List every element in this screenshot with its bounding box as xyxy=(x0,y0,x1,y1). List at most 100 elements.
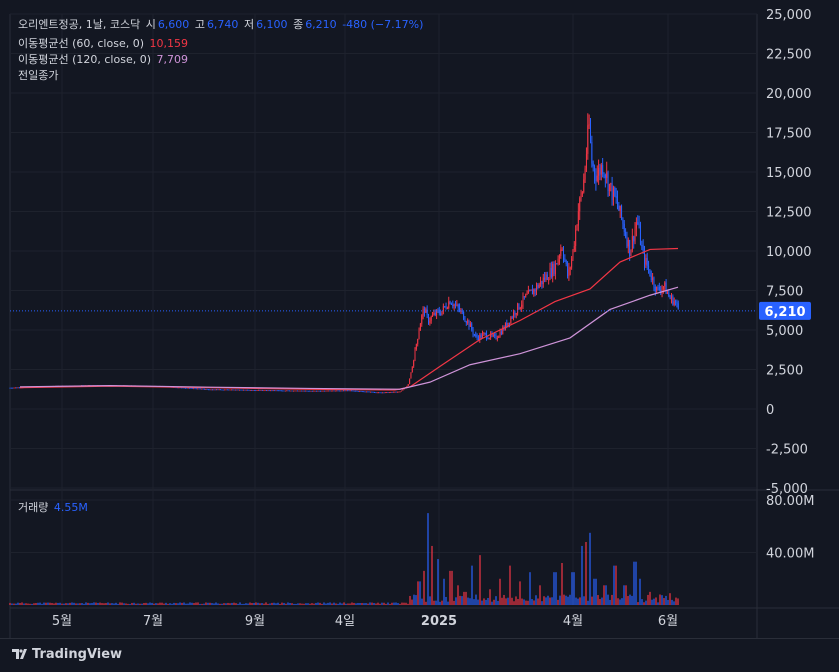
candle-body xyxy=(487,338,489,340)
volume-bar xyxy=(325,603,327,605)
candle-body xyxy=(199,388,201,390)
volume-bar xyxy=(133,602,135,605)
candle-body xyxy=(345,390,347,392)
candle-body xyxy=(515,313,517,315)
price-tick-label: 12,500 xyxy=(766,206,812,221)
volume-bar xyxy=(587,600,589,605)
volume-bar xyxy=(305,603,307,605)
volume-bar xyxy=(19,602,21,605)
candle-body xyxy=(509,322,510,324)
candle-body xyxy=(380,392,382,394)
candle-body xyxy=(183,387,185,389)
candle-body xyxy=(536,285,537,292)
volume-bar xyxy=(233,602,235,605)
candle-body xyxy=(280,390,282,392)
candle-body xyxy=(291,390,293,392)
volume-legend[interactable]: 거래량 4.55M xyxy=(18,501,90,515)
candle-body xyxy=(351,390,353,392)
volume-bar xyxy=(135,603,137,605)
candle-body xyxy=(607,172,609,191)
candle-body xyxy=(245,389,247,391)
volume-bar xyxy=(257,602,259,605)
volume-bar xyxy=(169,603,171,605)
candle-body xyxy=(452,304,454,307)
volume-bar xyxy=(593,578,595,605)
volume-bar xyxy=(271,602,273,605)
candle-body xyxy=(550,267,552,277)
volume-bar xyxy=(85,602,87,605)
candle-body xyxy=(234,389,236,391)
candle-body xyxy=(256,389,258,391)
volume-bar xyxy=(193,603,195,605)
volume-bar xyxy=(541,601,543,605)
volume-bar xyxy=(227,602,229,605)
candle-body xyxy=(671,296,672,299)
candle-body xyxy=(510,317,512,324)
volume-bar xyxy=(35,603,37,605)
candle-body xyxy=(9,387,11,389)
candle-body xyxy=(252,389,254,391)
candle-body xyxy=(301,390,303,392)
candle-body xyxy=(224,389,226,391)
candle-body xyxy=(410,372,412,379)
volume-bar xyxy=(217,603,219,605)
candle-body xyxy=(436,309,438,316)
candle-body xyxy=(571,258,573,268)
prev-close-legend[interactable]: 전일종가 xyxy=(18,69,60,83)
volume-bar xyxy=(497,600,499,605)
ma60-legend[interactable]: 이동평균선 (60, close, 0) 10,159 xyxy=(18,37,190,51)
candle-body xyxy=(494,334,496,336)
volume-bar xyxy=(117,603,119,605)
candle-body xyxy=(325,390,327,392)
ma120-value: 7,709 xyxy=(156,53,189,66)
volume-bar xyxy=(665,595,667,605)
volume-bar xyxy=(153,603,155,605)
volume-bar xyxy=(247,603,249,605)
candle-body xyxy=(492,334,494,336)
candle-body xyxy=(394,391,396,393)
tradingview-logo[interactable]: TradingView xyxy=(12,647,122,662)
chart-plot[interactable]: 25,000 22,500 20,000 17,500 15,000 12,500 10,0… xyxy=(0,0,839,638)
candle-body xyxy=(621,205,623,219)
candle-body xyxy=(268,390,270,392)
ma120-legend[interactable]: 이동평균선 (120, close, 0) 7,709 xyxy=(18,53,190,67)
volume-bar xyxy=(205,602,207,605)
volume-bar xyxy=(173,602,175,605)
volume-bar xyxy=(657,602,659,605)
candle-body xyxy=(577,211,579,226)
high-value: 6,740 xyxy=(206,18,239,31)
candle-body xyxy=(464,319,466,322)
symbol-label[interactable]: 오리엔트정공, 1날, 코스닥 xyxy=(18,18,141,31)
volume-bar xyxy=(331,603,333,605)
candle-body xyxy=(484,333,486,335)
candle-body xyxy=(569,267,571,270)
volume-bar xyxy=(203,603,205,605)
volume-bar xyxy=(475,594,477,605)
candle-body xyxy=(206,388,208,390)
candle-body xyxy=(568,269,570,277)
candle-body xyxy=(606,172,608,178)
volume-bar xyxy=(213,603,215,605)
candle-body xyxy=(379,392,381,394)
candle-body xyxy=(611,183,613,200)
candle-body xyxy=(384,392,386,394)
candle-body xyxy=(650,275,652,281)
volume-bar xyxy=(293,603,295,605)
candle-body xyxy=(330,390,332,392)
volume-bar xyxy=(89,603,91,605)
price-tick-label: 20,000 xyxy=(766,87,812,102)
volume-bar xyxy=(157,603,159,605)
candle-body xyxy=(437,309,439,311)
candle-body xyxy=(392,391,394,393)
volume-bar xyxy=(563,594,565,605)
candle-body xyxy=(498,336,500,338)
candle-body xyxy=(407,384,409,387)
candle-body xyxy=(375,392,377,394)
time-tick-label: 9월 xyxy=(245,614,265,629)
volume-bar xyxy=(99,602,101,605)
candle-body xyxy=(545,274,547,280)
candle-body xyxy=(644,251,645,265)
volume-bar xyxy=(53,603,55,605)
candle-body xyxy=(432,315,434,317)
volume-bar xyxy=(537,598,539,605)
